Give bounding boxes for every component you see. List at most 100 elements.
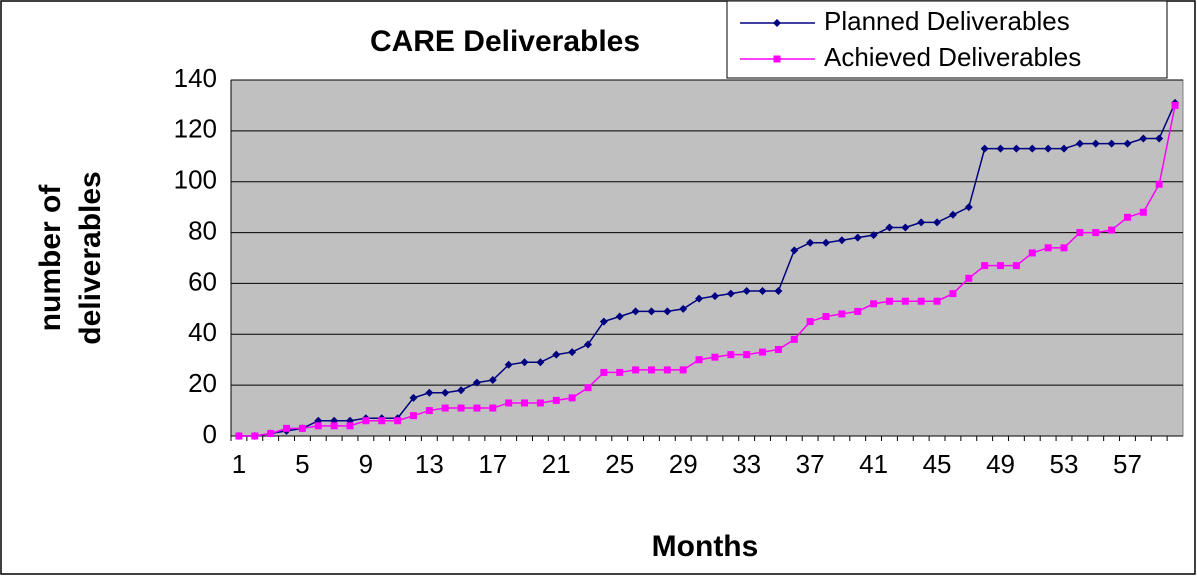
data-point bbox=[885, 297, 893, 305]
data-point bbox=[283, 424, 291, 432]
y-tick-label: 120 bbox=[174, 114, 217, 144]
data-point bbox=[695, 294, 704, 303]
data-point bbox=[536, 358, 545, 367]
data-point bbox=[1028, 249, 1036, 257]
data-point bbox=[948, 210, 957, 219]
data-point bbox=[1108, 226, 1116, 234]
y-tick-label: 40 bbox=[188, 317, 217, 347]
data-point bbox=[838, 310, 846, 318]
legend-marker bbox=[773, 19, 781, 27]
data-point bbox=[901, 223, 910, 232]
data-point bbox=[759, 348, 767, 356]
data-point bbox=[425, 388, 434, 397]
data-point bbox=[774, 346, 782, 354]
data-point bbox=[679, 366, 687, 374]
data-point bbox=[441, 388, 450, 397]
x-tick-label: 17 bbox=[478, 449, 507, 479]
data-point bbox=[1155, 180, 1163, 188]
data-point bbox=[520, 358, 529, 367]
x-tick-label: 49 bbox=[986, 449, 1015, 479]
data-point bbox=[949, 290, 957, 298]
data-point bbox=[743, 351, 751, 359]
data-point bbox=[489, 404, 497, 412]
data-point bbox=[1075, 139, 1084, 148]
data-point bbox=[584, 384, 592, 392]
x-tick-label: 13 bbox=[415, 449, 444, 479]
data-point bbox=[314, 422, 322, 430]
data-point bbox=[1092, 229, 1100, 237]
x-tick-label: 45 bbox=[923, 449, 952, 479]
data-point bbox=[885, 223, 894, 232]
data-point bbox=[980, 144, 989, 153]
data-point bbox=[933, 218, 942, 227]
data-point bbox=[679, 304, 688, 313]
data-point bbox=[1028, 144, 1037, 153]
data-point bbox=[790, 335, 798, 343]
data-point bbox=[362, 417, 370, 425]
data-point bbox=[505, 399, 513, 407]
data-point bbox=[1123, 213, 1131, 221]
data-point bbox=[251, 432, 259, 440]
data-point bbox=[1076, 229, 1084, 237]
data-point bbox=[822, 238, 830, 247]
data-point bbox=[1139, 208, 1147, 216]
data-point bbox=[1060, 144, 1068, 153]
data-point bbox=[457, 386, 466, 395]
data-point bbox=[616, 368, 624, 376]
data-point bbox=[806, 318, 814, 326]
chart-title: CARE Deliverables bbox=[370, 25, 640, 58]
data-point bbox=[981, 262, 989, 270]
data-point bbox=[552, 396, 560, 404]
y-tick-label: 100 bbox=[174, 165, 217, 195]
legend-label: Planned Deliverables bbox=[824, 6, 1070, 36]
data-point bbox=[267, 429, 275, 437]
x-tick-label: 25 bbox=[605, 449, 634, 479]
x-tick-label: 29 bbox=[669, 449, 698, 479]
data-point bbox=[710, 292, 719, 301]
data-point bbox=[1139, 134, 1148, 143]
data-point bbox=[1171, 101, 1179, 109]
data-point bbox=[632, 366, 640, 374]
data-point bbox=[504, 360, 513, 369]
data-point bbox=[854, 307, 862, 315]
data-point bbox=[758, 287, 767, 296]
data-point bbox=[1091, 139, 1100, 148]
data-point bbox=[790, 246, 799, 255]
data-point bbox=[472, 378, 481, 387]
x-tick-label: 5 bbox=[295, 449, 309, 479]
data-point bbox=[1044, 244, 1052, 252]
data-point bbox=[917, 218, 926, 227]
data-point bbox=[552, 350, 561, 359]
data-point bbox=[1060, 244, 1068, 252]
data-point bbox=[1044, 144, 1053, 153]
y-tick-label: 60 bbox=[188, 266, 217, 296]
data-point bbox=[425, 407, 433, 415]
data-point bbox=[663, 366, 671, 374]
data-point bbox=[457, 404, 465, 412]
data-point bbox=[521, 399, 529, 407]
data-point bbox=[568, 394, 576, 402]
data-point bbox=[298, 424, 306, 432]
data-point bbox=[378, 417, 386, 425]
data-point bbox=[806, 238, 815, 247]
data-point bbox=[488, 376, 497, 385]
data-point bbox=[822, 312, 830, 320]
x-tick-label: 53 bbox=[1050, 449, 1079, 479]
x-tick-label: 9 bbox=[359, 449, 373, 479]
data-point bbox=[441, 404, 449, 412]
data-point bbox=[711, 353, 719, 361]
data-point bbox=[774, 287, 783, 296]
data-point bbox=[615, 312, 624, 321]
y-axis-title: deliverables bbox=[74, 171, 107, 344]
data-point bbox=[394, 417, 402, 425]
x-tick-label: 37 bbox=[796, 449, 825, 479]
data-point bbox=[631, 307, 640, 316]
y-tick-label: 0 bbox=[203, 419, 217, 449]
data-point bbox=[965, 274, 973, 282]
data-point bbox=[996, 144, 1005, 153]
data-point bbox=[901, 297, 909, 305]
data-point bbox=[1155, 134, 1164, 143]
y-tick-label: 80 bbox=[188, 215, 217, 245]
data-point bbox=[869, 231, 878, 240]
y-tick-label: 140 bbox=[174, 63, 217, 93]
